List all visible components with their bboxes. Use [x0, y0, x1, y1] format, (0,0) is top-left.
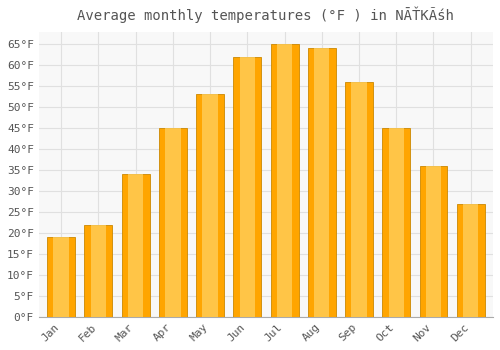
Bar	[202, 94, 218, 317]
Bar	[128, 174, 144, 317]
Bar	[420, 166, 448, 317]
Bar	[277, 44, 292, 317]
Bar	[388, 128, 404, 317]
Bar	[240, 57, 255, 317]
Bar	[314, 48, 330, 317]
Bar	[165, 128, 180, 317]
Bar	[90, 224, 106, 317]
Bar	[352, 82, 366, 317]
Bar	[84, 224, 112, 317]
Bar	[426, 166, 441, 317]
Bar	[234, 57, 262, 317]
Bar	[382, 128, 410, 317]
Bar	[47, 237, 75, 317]
Bar	[196, 94, 224, 317]
Bar	[308, 48, 336, 317]
Bar	[457, 204, 484, 317]
Bar	[122, 174, 150, 317]
Title: Average monthly temperatures (°F ) in NĀŤKÃśh: Average monthly temperatures (°F ) in NĀ…	[78, 7, 454, 23]
Bar	[270, 44, 298, 317]
Bar	[463, 204, 478, 317]
Bar	[159, 128, 187, 317]
Bar	[54, 237, 69, 317]
Bar	[345, 82, 373, 317]
